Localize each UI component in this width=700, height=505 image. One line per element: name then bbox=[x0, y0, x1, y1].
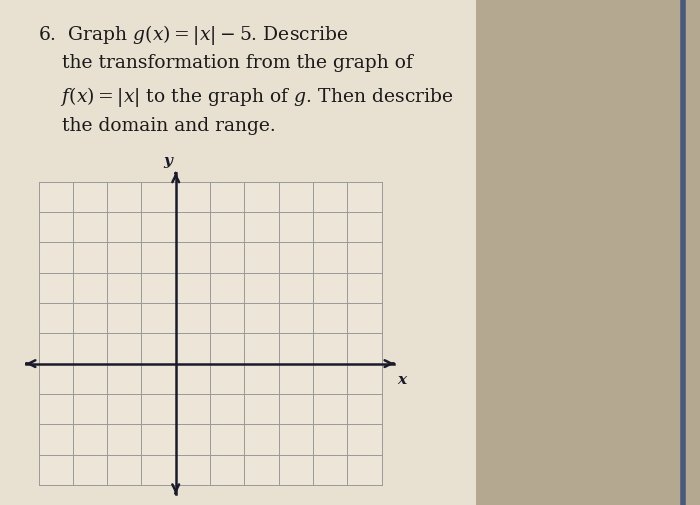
Text: the transformation from the graph of: the transformation from the graph of bbox=[38, 54, 414, 72]
Text: y: y bbox=[163, 154, 172, 168]
Bar bbox=[476, 0, 700, 505]
Text: 6.  Graph $g(x) = |x| - 5$. Describe: 6. Graph $g(x) = |x| - 5$. Describe bbox=[38, 23, 349, 47]
Bar bbox=[38, 182, 382, 485]
Text: $f(x) = |x|$ to the graph of $g$. Then describe: $f(x) = |x|$ to the graph of $g$. Then d… bbox=[38, 85, 454, 110]
Bar bbox=[0, 0, 476, 505]
Text: x: x bbox=[398, 373, 407, 387]
Text: the domain and range.: the domain and range. bbox=[38, 117, 276, 135]
